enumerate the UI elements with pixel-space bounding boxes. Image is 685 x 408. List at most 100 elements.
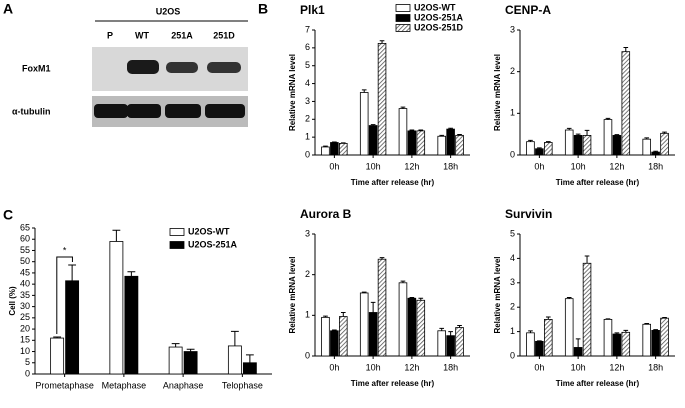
bar <box>378 259 386 356</box>
y-tick-label: 1 <box>305 310 310 320</box>
legend-swatch <box>170 229 184 236</box>
band <box>94 104 128 118</box>
chart-title: Survivin <box>505 207 552 221</box>
y-tick-label: 5 <box>510 228 515 238</box>
x-tick-label: 0h <box>329 362 339 372</box>
bar <box>339 143 347 155</box>
legend-swatch <box>396 5 410 12</box>
x-tick-label: 18h <box>648 362 663 372</box>
bar <box>583 135 591 155</box>
bar <box>339 317 347 356</box>
y-axis-label: Relative mRNA level <box>288 256 297 333</box>
bar <box>643 324 651 356</box>
x-tick-label: 18h <box>443 362 458 372</box>
bar <box>369 312 377 356</box>
bar <box>565 130 573 155</box>
western-blot: U2OS P WT 251A 251D FoxM1 α-tubulin <box>12 6 248 127</box>
y-tick-label: 1 <box>510 108 515 118</box>
y-tick-label: 4 <box>510 253 515 263</box>
bar <box>369 126 377 155</box>
bar <box>527 142 535 155</box>
legend-swatch <box>396 15 410 22</box>
bar <box>169 347 182 374</box>
bar <box>322 147 330 155</box>
x-axis-label: Time after release (hr) <box>556 178 640 187</box>
error-bar <box>380 41 385 44</box>
error-bar <box>231 331 239 346</box>
y-tick-label: 5 <box>25 357 30 367</box>
bar <box>399 283 407 356</box>
x-tick-label: 10h <box>571 362 586 372</box>
x-tick-label: 10h <box>366 161 381 171</box>
x-tick-label: 0h <box>329 161 339 171</box>
bar <box>536 149 544 155</box>
x-tick-label: Metaphase <box>102 380 147 390</box>
legend-label: U2OS-WT <box>414 2 456 12</box>
x-tick-label: 12h <box>609 161 624 171</box>
y-tick-label: 3 <box>510 24 515 34</box>
row-label: α-tubulin <box>12 106 51 116</box>
bar <box>536 341 544 356</box>
annotation: * <box>63 245 67 255</box>
band <box>165 104 201 118</box>
panel-label: A <box>3 1 13 17</box>
error-bar <box>68 265 76 281</box>
bar <box>408 131 416 155</box>
y-tick-label: 3 <box>510 277 515 287</box>
error-bar <box>246 355 254 363</box>
error-bar <box>127 272 135 276</box>
bar <box>456 328 464 356</box>
lane-label: 251A <box>171 30 193 40</box>
bar <box>574 135 582 155</box>
x-tick-label: 0h <box>534 161 544 171</box>
x-tick-label: 18h <box>443 161 458 171</box>
x-tick-label: 10h <box>571 161 586 171</box>
x-tick-label: Anaphase <box>163 380 204 390</box>
y-tick-label: 40 <box>20 279 30 289</box>
legend-label: U2OS-251A <box>188 239 238 249</box>
x-tick-label: 0h <box>534 362 544 372</box>
x-tick-label: Telophase <box>222 380 263 390</box>
band <box>127 60 159 74</box>
error-bar <box>576 339 581 348</box>
y-tick-label: 0 <box>25 368 30 378</box>
chart-title: CENP-A <box>505 3 551 17</box>
bar <box>622 52 630 155</box>
x-tick-label: 12h <box>609 362 624 372</box>
legend-label: U2OS-251D <box>414 22 464 32</box>
y-tick-label: 35 <box>20 290 30 300</box>
bar <box>66 281 79 374</box>
error-bar <box>362 90 367 93</box>
bar <box>408 298 416 356</box>
error-bar <box>341 143 346 144</box>
bar <box>378 43 386 155</box>
error-bar <box>371 302 376 312</box>
bar <box>447 336 455 356</box>
bar <box>544 143 552 156</box>
x-tick-label: 10h <box>366 362 381 372</box>
bar <box>456 135 464 155</box>
y-tick-label: 20 <box>20 323 30 333</box>
x-axis-label: Time after release (hr) <box>556 379 640 388</box>
x-tick-label: 12h <box>404 362 419 372</box>
y-tick-label: 3 <box>305 96 310 106</box>
band <box>205 104 245 118</box>
error-bar <box>448 332 453 336</box>
y-axis-label: Relative mRNA level <box>493 256 502 333</box>
y-tick-label: 50 <box>20 256 30 266</box>
bar <box>583 263 591 356</box>
panel-label: C <box>3 207 13 223</box>
legend-swatch <box>170 242 184 249</box>
bar <box>661 318 669 356</box>
y-tick-label: 3 <box>305 228 310 238</box>
bar <box>228 346 241 374</box>
y-tick-label: 2 <box>510 302 515 312</box>
bar <box>544 319 552 356</box>
bar <box>438 331 446 356</box>
chart-title: Aurora B <box>300 207 352 221</box>
x-tick-label: 12h <box>404 161 419 171</box>
y-axis-label: Relative mRNA level <box>288 54 297 131</box>
error-bar <box>112 230 120 241</box>
y-tick-label: 6 <box>305 42 310 52</box>
